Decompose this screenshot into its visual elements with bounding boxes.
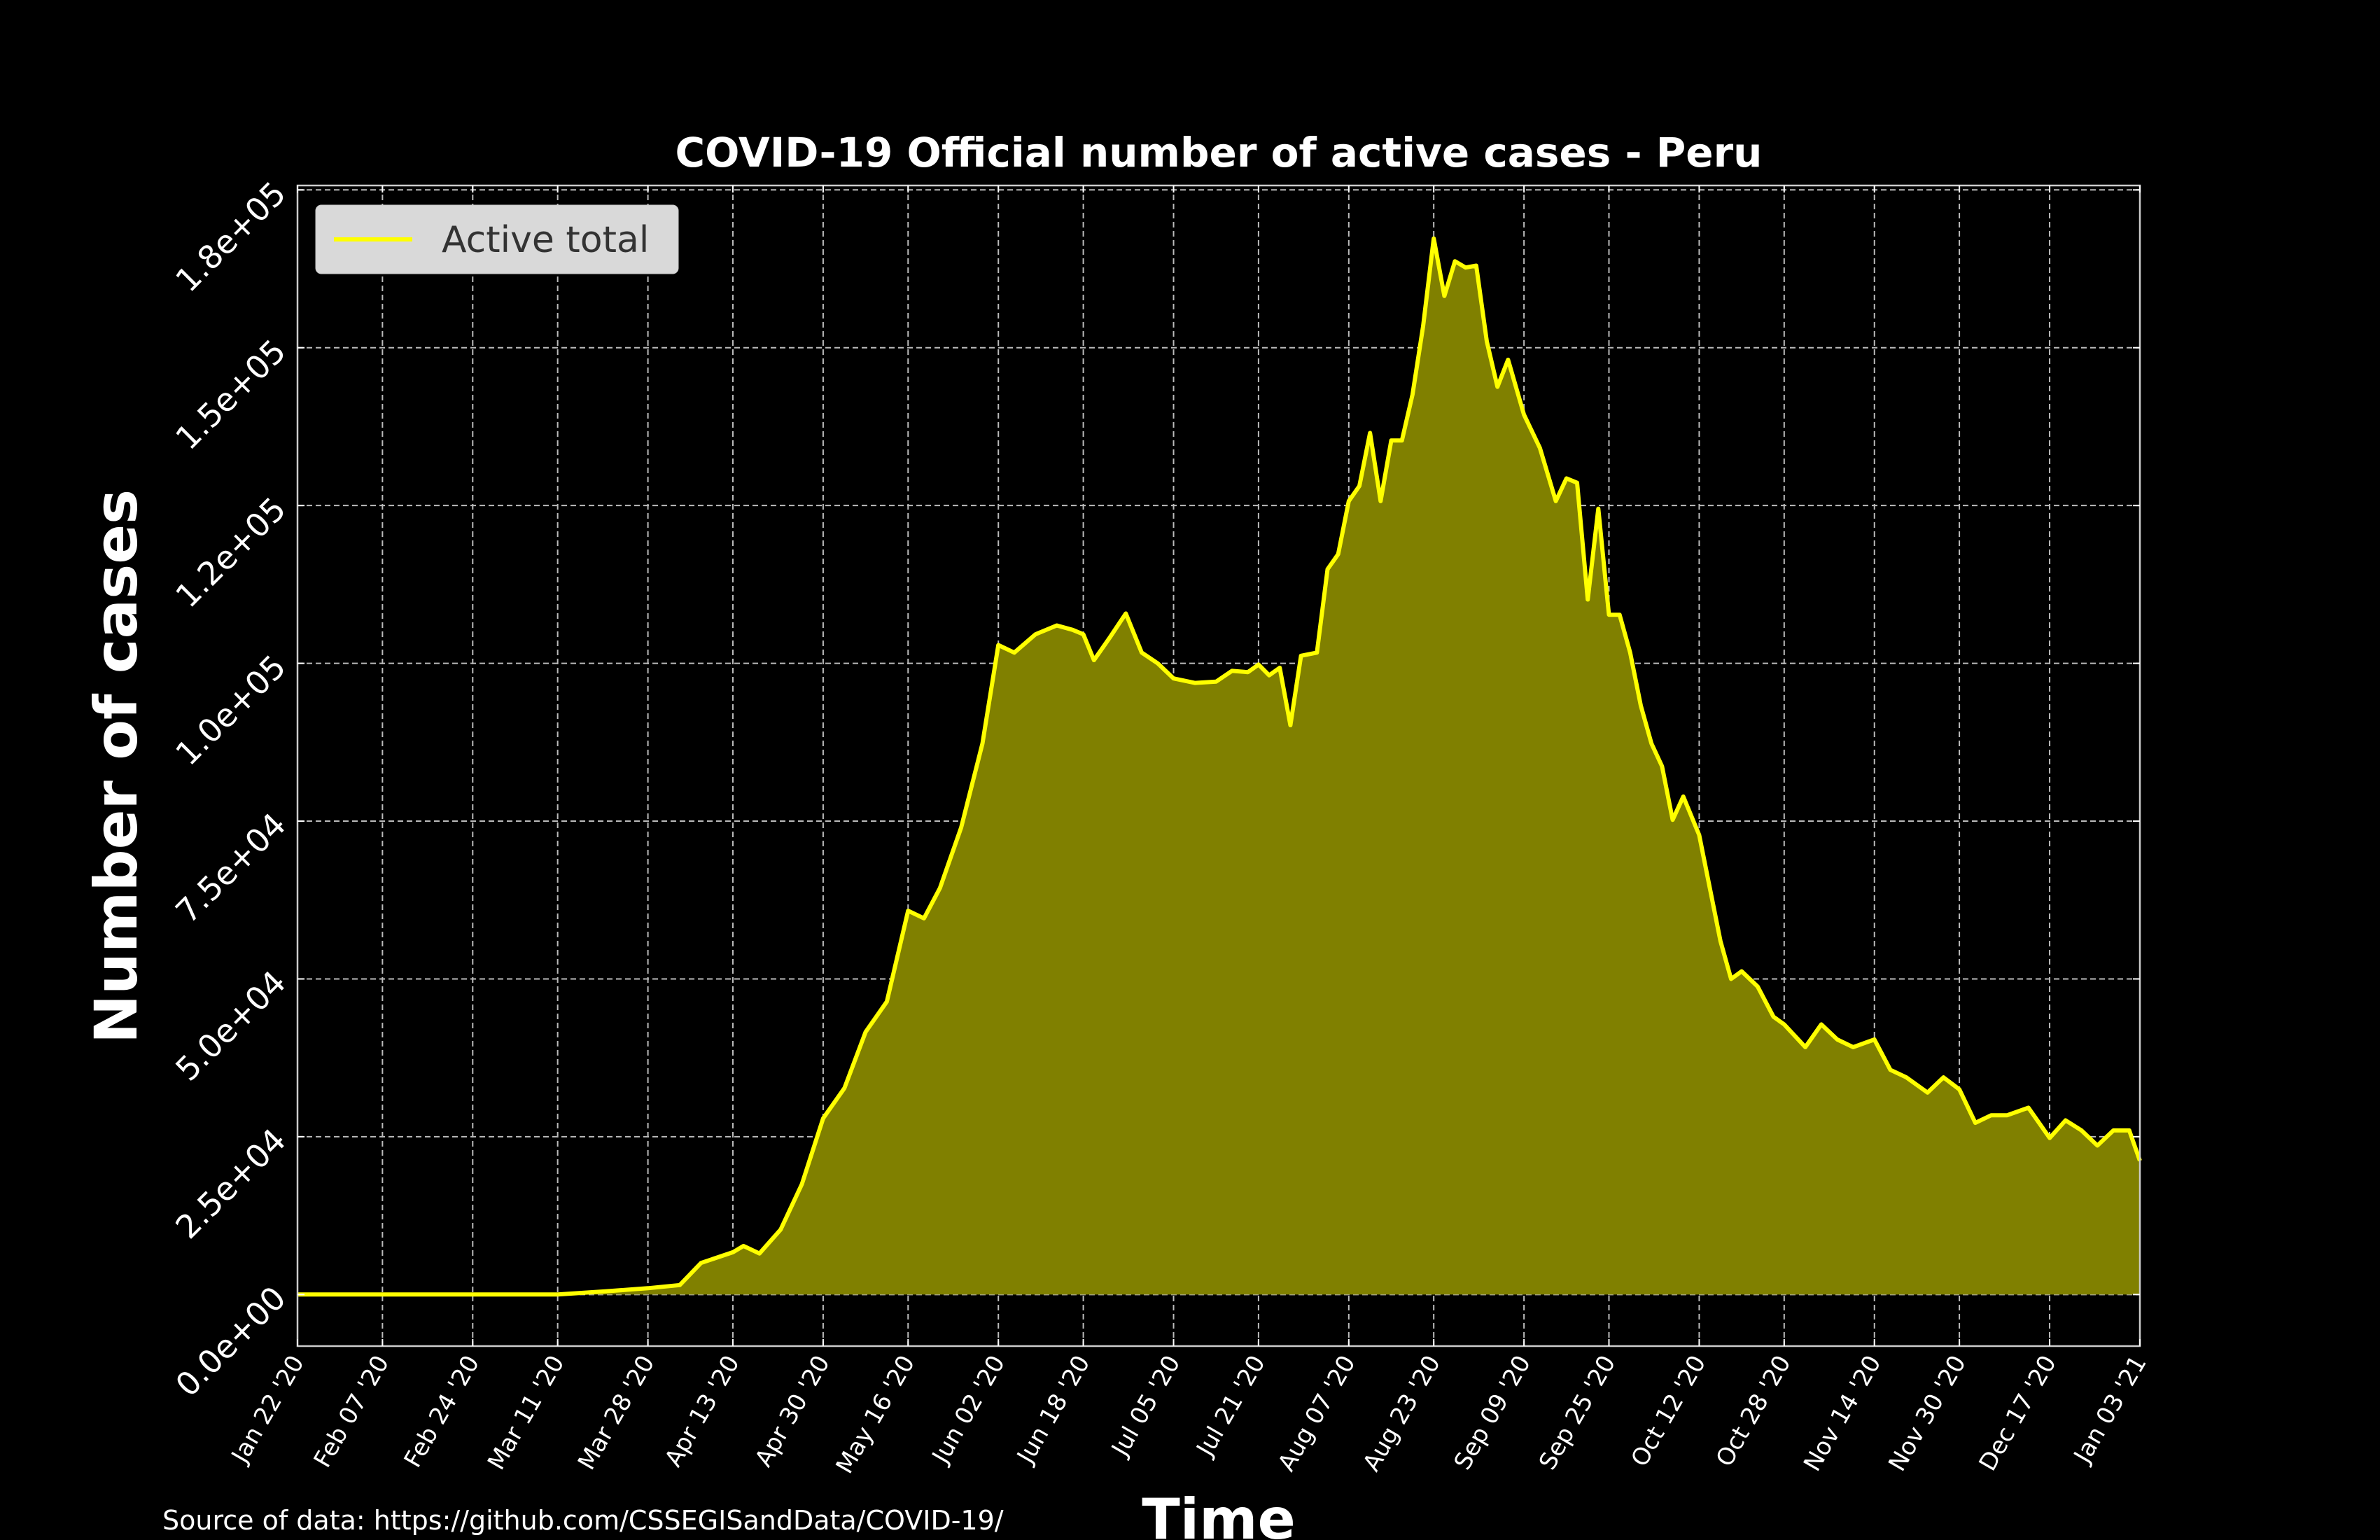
y-axis-label: Number of cases bbox=[82, 489, 150, 1044]
legend-label: Active total bbox=[442, 219, 649, 261]
source-note: Source of data: https://github.com/CSSEG… bbox=[162, 1505, 1004, 1536]
x-axis-label: Time bbox=[1142, 1487, 1296, 1540]
line bbox=[298, 236, 2142, 1297]
legend-box bbox=[315, 204, 679, 274]
area-fill bbox=[298, 238, 2140, 1295]
legend: Active total bbox=[315, 204, 679, 274]
plot-frame bbox=[296, 184, 2141, 1348]
chart-title: COVID-19 Official number of active cases… bbox=[676, 129, 1763, 176]
